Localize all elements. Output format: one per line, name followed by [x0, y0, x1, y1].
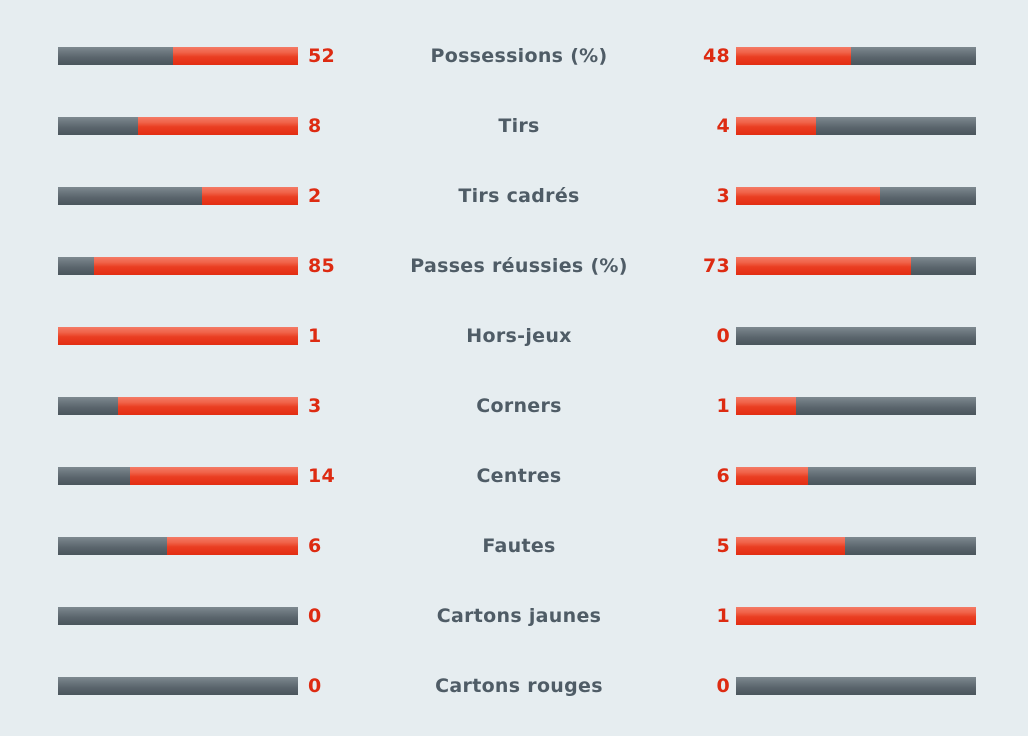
- away-stat-value: 73: [702, 255, 730, 277]
- stat-row: 52 Possessions (%) 48: [0, 0, 1028, 70]
- stat-row: 1 Hors-jeux 0: [0, 280, 1028, 350]
- home-stat-bar: [58, 537, 298, 555]
- stat-label: Tirs: [498, 115, 540, 137]
- away-stat-fill: [736, 467, 808, 485]
- away-stat-bar: [736, 257, 976, 275]
- home-stat-value: 3: [308, 395, 322, 417]
- home-stat-value: 14: [308, 465, 336, 487]
- stat-label: Tirs cadrés: [458, 185, 580, 207]
- home-stat-value: 8: [308, 115, 322, 137]
- home-stat-fill: [94, 257, 298, 275]
- away-stat-value: 0: [716, 675, 730, 697]
- home-stat-bar: [58, 677, 298, 695]
- away-stat-bar: [736, 117, 976, 135]
- away-stat-bar: [736, 47, 976, 65]
- stat-row: 8 Tirs 4: [0, 70, 1028, 140]
- home-stat-fill: [173, 47, 298, 65]
- away-stat-value: 1: [716, 395, 730, 417]
- away-stat-fill: [736, 397, 796, 415]
- away-stat-value: 0: [716, 325, 730, 347]
- home-stat-bar: [58, 47, 298, 65]
- home-stat-value: 85: [308, 255, 336, 277]
- home-stat-value: 52: [308, 45, 336, 67]
- home-stat-fill: [130, 467, 298, 485]
- home-stat-value: 0: [308, 605, 322, 627]
- stat-label: Possessions (%): [430, 45, 608, 67]
- stat-label: Centres: [476, 465, 562, 487]
- home-stat-fill: [167, 537, 298, 555]
- home-stat-bar: [58, 607, 298, 625]
- home-stat-value: 6: [308, 535, 322, 557]
- stat-row: 14 Centres 6: [0, 420, 1028, 490]
- away-stat-bar: [736, 537, 976, 555]
- away-stat-fill: [736, 117, 816, 135]
- home-stat-bar: [58, 187, 298, 205]
- home-stat-value: 2: [308, 185, 322, 207]
- home-stat-bar: [58, 397, 298, 415]
- away-stat-bar: [736, 187, 976, 205]
- stat-row: 2 Tirs cadrés 3: [0, 140, 1028, 210]
- away-stat-value: 6: [716, 465, 730, 487]
- stat-row: 0 Cartons rouges 0: [0, 630, 1028, 700]
- home-stat-fill: [202, 187, 298, 205]
- away-stat-value: 48: [702, 45, 730, 67]
- home-stat-value: 1: [308, 325, 322, 347]
- home-stat-value: 0: [308, 675, 322, 697]
- stat-label: Hors-jeux: [466, 325, 572, 347]
- away-stat-bar: [736, 467, 976, 485]
- away-stat-value: 3: [716, 185, 730, 207]
- stat-row: 3 Corners 1: [0, 350, 1028, 420]
- home-stat-bar: [58, 467, 298, 485]
- away-stat-fill: [736, 47, 852, 65]
- away-stat-fill: [736, 607, 976, 625]
- away-stat-value: 4: [716, 115, 730, 137]
- stat-row: 6 Fautes 5: [0, 490, 1028, 560]
- stat-label: Cartons rouges: [435, 675, 603, 697]
- stat-label: Passes réussies (%): [410, 255, 628, 277]
- away-stat-fill: [736, 537, 846, 555]
- home-stat-bar: [58, 117, 298, 135]
- away-stat-fill: [736, 187, 880, 205]
- away-stat-bar: [736, 677, 976, 695]
- stat-label: Fautes: [482, 535, 556, 557]
- home-stat-fill: [58, 327, 298, 345]
- away-stat-bar: [736, 327, 976, 345]
- stat-label: Corners: [476, 395, 562, 417]
- away-stat-value: 1: [716, 605, 730, 627]
- home-stat-bar: [58, 257, 298, 275]
- home-stat-fill: [137, 117, 298, 135]
- home-stat-fill: [118, 397, 298, 415]
- stat-row: 0 Cartons jaunes 1: [0, 560, 1028, 630]
- away-stat-bar: [736, 397, 976, 415]
- away-stat-fill: [736, 257, 912, 275]
- away-stat-bar: [736, 607, 976, 625]
- stat-label: Cartons jaunes: [436, 605, 602, 627]
- stat-row: 85 Passes réussies (%) 73: [0, 210, 1028, 280]
- away-stat-value: 5: [716, 535, 730, 557]
- home-stat-bar: [58, 327, 298, 345]
